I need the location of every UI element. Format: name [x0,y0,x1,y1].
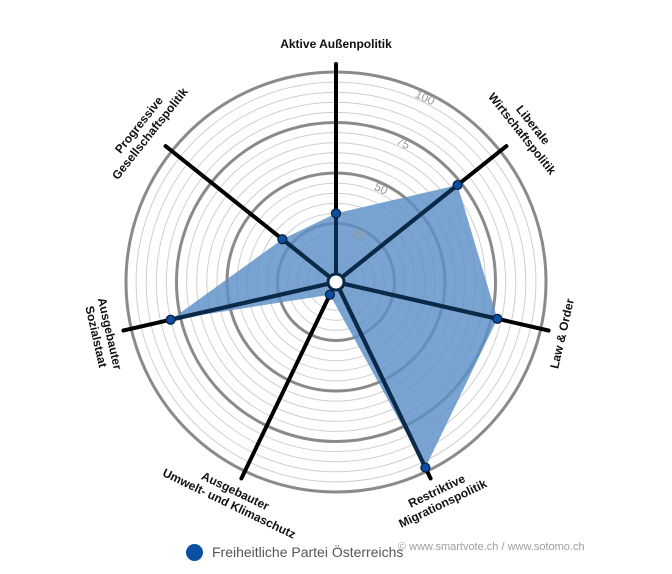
data-point [420,462,431,473]
tick-label: 75 [394,134,412,153]
data-point [492,313,503,324]
axis-label-line: Umwelt- und Klimaschutz [160,466,298,542]
data-point [452,179,463,191]
series-area [170,185,498,468]
radar-area [170,185,498,468]
axis-label-line: Law & Order [547,297,577,370]
axis-label: Aktive Außenpolitik [280,37,392,51]
legend[interactable]: Freiheitliche Partei Österreichs [186,542,403,562]
data-point [324,289,335,300]
credits: © www.smartvote.ch / www.sotomo.ch [398,541,585,553]
data-point [277,234,288,245]
tick-label: 50 [372,179,390,198]
tick-label: 100 [413,87,437,108]
value-spoke [343,281,498,321]
data-point [165,314,176,325]
value-spoke [170,281,329,322]
value-spoke [341,183,459,279]
legend-marker-icon [186,543,203,561]
radar-hub [326,272,346,292]
axis-label: Law & Order [547,297,577,370]
legend-label: Freiheitliche Partei Österreichs [212,544,404,560]
axis-label-line: Aktive Außenpolitik [280,37,392,51]
tick-label: 25 [350,225,368,244]
value-spoke [281,237,331,279]
value-spoke [337,288,428,469]
axis-spoke [239,287,335,481]
radar-axes [121,62,551,481]
data-point [330,208,342,219]
